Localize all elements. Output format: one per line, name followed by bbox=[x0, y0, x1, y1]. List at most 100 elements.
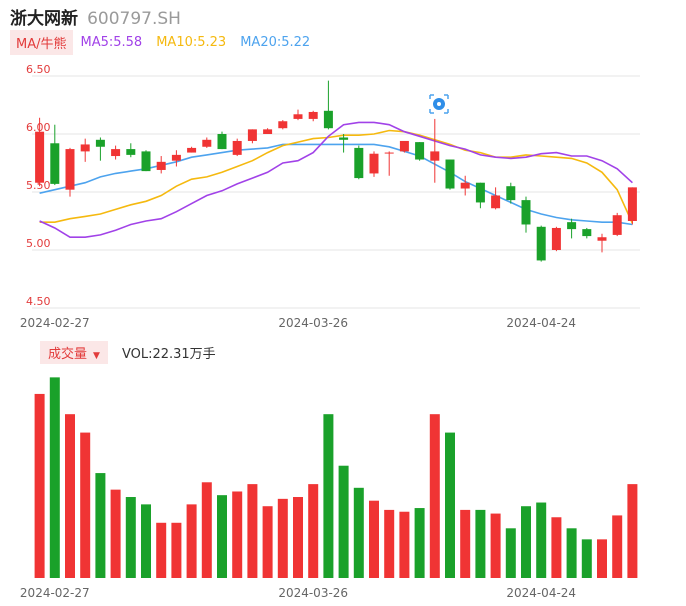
ma5-line bbox=[39, 121, 633, 238]
candle-body bbox=[612, 215, 622, 235]
news-marker-icon[interactable] bbox=[429, 94, 449, 114]
candle-body bbox=[384, 152, 394, 154]
volume-bar bbox=[505, 528, 516, 578]
x-tick-label: 2024-02-27 bbox=[20, 316, 90, 330]
candle-body bbox=[111, 149, 121, 157]
candle-body bbox=[339, 137, 349, 140]
candle-body bbox=[627, 187, 637, 221]
volume-bar bbox=[536, 502, 547, 578]
candle-body bbox=[232, 140, 242, 155]
volume-bar bbox=[277, 498, 288, 578]
candle-body bbox=[582, 229, 592, 237]
volume-bar bbox=[475, 509, 486, 578]
candle-body bbox=[293, 114, 303, 119]
y-tick-label: 5.50 bbox=[26, 179, 51, 192]
candle-body bbox=[521, 200, 531, 225]
stock-code: 600797.SH bbox=[87, 9, 181, 29]
candle-body bbox=[95, 139, 105, 147]
volume-bar bbox=[414, 508, 425, 578]
ma5-label: MA5:5.58 bbox=[80, 34, 143, 50]
volume-indicator-select[interactable]: 成交量 ▼ bbox=[40, 340, 108, 364]
volume-bar bbox=[323, 414, 334, 578]
volume-bar bbox=[110, 489, 121, 578]
candle-body bbox=[247, 129, 257, 141]
candle-body bbox=[399, 140, 409, 152]
volume-bar bbox=[232, 491, 243, 578]
candle-body bbox=[460, 182, 470, 189]
x-tick-label: 2024-03-26 bbox=[278, 586, 348, 600]
volume-bar bbox=[125, 497, 136, 578]
volume-bar bbox=[384, 509, 395, 578]
candle-body bbox=[187, 147, 197, 153]
candle-body bbox=[156, 161, 166, 170]
volume-bars bbox=[34, 377, 638, 578]
candle-body bbox=[171, 154, 181, 161]
volume-bar bbox=[338, 465, 349, 578]
candle-body bbox=[506, 186, 516, 201]
volume-bar bbox=[308, 484, 319, 578]
y-tick-label: 5.00 bbox=[26, 237, 51, 250]
candle-body bbox=[445, 159, 455, 189]
volume-bar bbox=[141, 504, 151, 578]
volume-bar bbox=[95, 473, 106, 578]
candle-body bbox=[263, 129, 273, 134]
volume-bar bbox=[247, 484, 258, 578]
x-tick-label: 2024-04-24 bbox=[506, 586, 576, 600]
stock-name: 浙大网新 bbox=[10, 9, 78, 29]
candle-body bbox=[597, 237, 607, 241]
volume-bar bbox=[65, 414, 75, 578]
ma-toggle-button[interactable]: MA/牛熊 bbox=[10, 29, 73, 55]
volume-bar bbox=[490, 513, 501, 578]
volume-bar bbox=[186, 504, 197, 578]
candle-body bbox=[567, 222, 577, 230]
candle-body bbox=[369, 153, 379, 174]
volume-bar bbox=[262, 506, 273, 578]
volume-bar bbox=[80, 432, 91, 578]
candle-body bbox=[126, 149, 136, 155]
volume-bar bbox=[597, 539, 607, 578]
volume-value: VOL:22.31万手 bbox=[121, 346, 216, 362]
volume-bar bbox=[429, 414, 440, 578]
ma20-label: MA20:5.22 bbox=[240, 34, 311, 50]
candle-body bbox=[354, 147, 364, 179]
candle-body bbox=[430, 151, 440, 161]
volume-x-axis: 2024-02-27 2024-03-26 2024-04-24 bbox=[20, 586, 576, 600]
candle-body bbox=[278, 121, 288, 129]
stock-header: 浙大网新 600797.SH bbox=[10, 4, 181, 29]
candle-body bbox=[80, 144, 90, 152]
ma10-label: MA10:5.23 bbox=[156, 34, 227, 50]
volume-bar bbox=[566, 528, 577, 578]
candle-body bbox=[141, 151, 151, 172]
ma-legend: MA/牛熊 MA5:5.58 MA10:5.23 MA20:5.22 bbox=[10, 29, 324, 55]
candle-body bbox=[65, 149, 75, 190]
price-x-axis: 2024-02-27 2024-03-26 2024-04-24 bbox=[20, 316, 576, 330]
x-tick-label: 2024-02-27 bbox=[20, 586, 90, 600]
volume-bar bbox=[171, 522, 182, 578]
volume-bar bbox=[369, 500, 379, 578]
volume-bar bbox=[399, 511, 410, 578]
volume-bar bbox=[156, 522, 167, 578]
volume-bar bbox=[612, 515, 623, 578]
candle-body bbox=[35, 131, 45, 183]
ma20-line bbox=[39, 143, 633, 226]
price-y-axis: 4.50 5.00 5.50 6.00 6.50 bbox=[26, 63, 51, 308]
volume-tag-label: 成交量 bbox=[48, 346, 88, 362]
volume-bar bbox=[521, 506, 531, 578]
dropdown-caret-icon: ▼ bbox=[93, 350, 100, 361]
volume-bar bbox=[627, 484, 638, 578]
candle-body bbox=[308, 111, 318, 119]
y-tick-label: 6.00 bbox=[26, 121, 51, 134]
volume-bar bbox=[34, 393, 45, 578]
candle-body bbox=[475, 182, 485, 203]
x-tick-label: 2024-04-24 bbox=[506, 316, 576, 330]
volume-bar bbox=[49, 377, 60, 578]
volume-legend: 成交量 ▼ VOL:22.31万手 bbox=[40, 340, 216, 364]
volume-bar bbox=[581, 539, 592, 578]
candle-body bbox=[217, 134, 227, 150]
candle-body bbox=[323, 110, 333, 129]
price-grid bbox=[32, 75, 640, 309]
volume-bar bbox=[551, 517, 562, 578]
candle-body bbox=[551, 227, 561, 250]
volume-bar bbox=[445, 432, 455, 578]
